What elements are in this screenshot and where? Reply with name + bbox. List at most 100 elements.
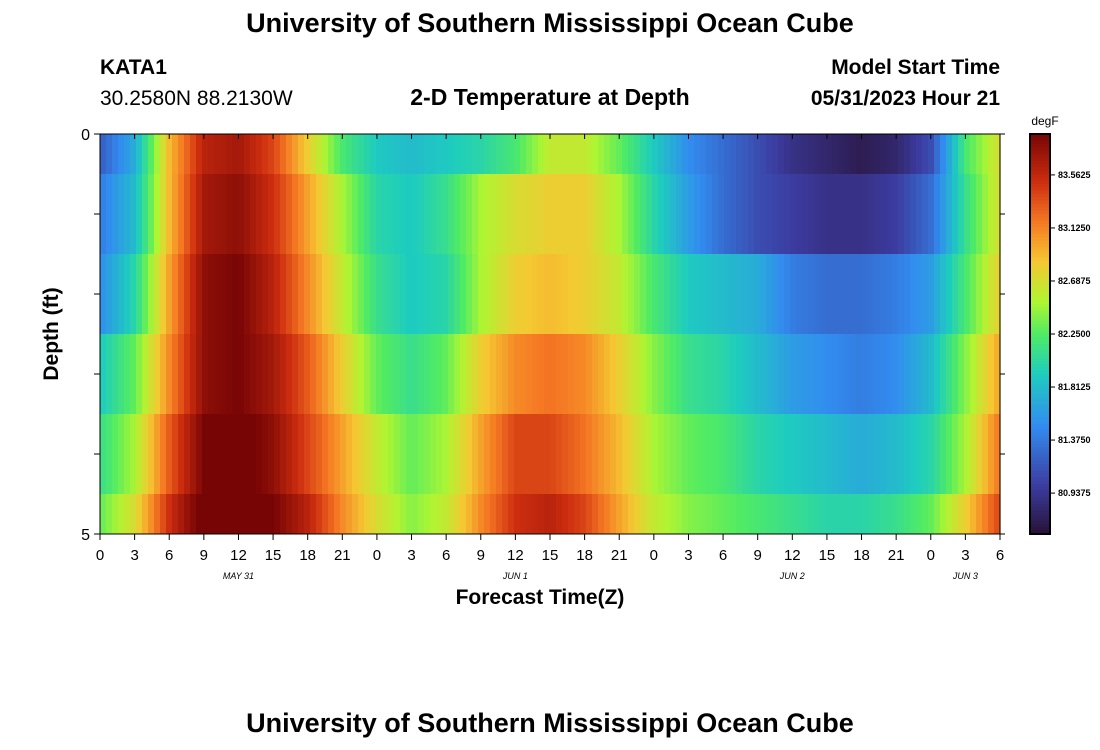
- heatmap-cell: [730, 494, 737, 534]
- colorbar-segment: [1030, 304, 1050, 308]
- heatmap-cell: [646, 494, 653, 534]
- heatmap-cell: [892, 134, 899, 174]
- heatmap-cell: [580, 494, 587, 534]
- colorbar-segment: [1030, 367, 1050, 372]
- heatmap-cell: [640, 134, 647, 174]
- heatmap-cell: [316, 174, 323, 254]
- heatmap-cell: [460, 334, 467, 414]
- heatmap-cell: [412, 174, 419, 254]
- heatmap-cell: [796, 174, 803, 254]
- heatmap-cell: [538, 254, 545, 334]
- heatmap-cell: [166, 334, 173, 414]
- heatmap-cell: [454, 254, 461, 334]
- heatmap-cell: [280, 254, 287, 334]
- heatmap-cell: [184, 174, 191, 254]
- heatmap-cell: [436, 494, 443, 534]
- heatmap-cell: [982, 494, 989, 534]
- colorbar-segment: [1030, 194, 1050, 198]
- heatmap-cell: [946, 414, 953, 494]
- colorbar-segment: [1030, 354, 1050, 358]
- heatmap-cell: [268, 174, 275, 254]
- heatmap-cell: [106, 334, 113, 414]
- heatmap-cell: [844, 174, 851, 254]
- heatmap-cell: [982, 174, 989, 254]
- heatmap-cell: [940, 254, 947, 334]
- heatmap-cell: [118, 174, 125, 254]
- heatmap-cell: [286, 414, 293, 494]
- plot-title: 2-D Temperature at Depth: [410, 84, 690, 110]
- heatmap-cell: [232, 174, 239, 254]
- heatmap-cell: [340, 414, 347, 494]
- heatmap-cell: [334, 174, 341, 254]
- colorbar-segment: [1030, 250, 1050, 255]
- heatmap-cell: [982, 134, 989, 174]
- heatmap-cell: [994, 254, 1001, 334]
- heatmap-cell: [562, 414, 569, 494]
- colorbar-segment: [1030, 347, 1050, 352]
- page-title-repeat: University of Southern Mississippi Ocean…: [246, 708, 854, 738]
- heatmap-cell: [256, 414, 263, 494]
- heatmap-cell: [994, 174, 1001, 254]
- heatmap-cell: [964, 174, 971, 254]
- heatmap-cell: [394, 174, 401, 254]
- colorbar-segment: [1030, 224, 1050, 228]
- heatmap-cell: [190, 414, 197, 494]
- heatmap-cell: [250, 334, 257, 414]
- heatmap-cell: [172, 414, 179, 494]
- heatmap-cell: [154, 494, 161, 534]
- heatmap-cell: [418, 494, 425, 534]
- heatmap-cell: [532, 334, 539, 414]
- heatmap-cell: [736, 494, 743, 534]
- heatmap-cell: [322, 134, 329, 174]
- heatmap-cell: [808, 254, 815, 334]
- heatmap-cell: [166, 414, 173, 494]
- heatmap-cell: [556, 334, 563, 414]
- heatmap-cell: [628, 414, 635, 494]
- heatmap-cell: [238, 414, 245, 494]
- heatmap-cell: [298, 414, 305, 494]
- heatmap-cell: [196, 494, 203, 534]
- heatmap-cell: [748, 254, 755, 334]
- heatmap-cell: [868, 254, 875, 334]
- heatmap-cell: [652, 174, 659, 254]
- x-tick-label: 21: [888, 547, 905, 564]
- heatmap-cell: [202, 174, 209, 254]
- heatmap-cell: [466, 174, 473, 254]
- heatmap-cell: [760, 174, 767, 254]
- x-tick-label: 15: [265, 547, 282, 564]
- heatmap-cell: [280, 414, 287, 494]
- heatmap-cell: [190, 174, 197, 254]
- heatmap-cell: [472, 494, 479, 534]
- colorbar-segment: [1030, 420, 1050, 425]
- heatmap-cell: [244, 334, 251, 414]
- heatmap-cell: [916, 414, 923, 494]
- heatmap-cell: [886, 334, 893, 414]
- heatmap-cell: [538, 334, 545, 414]
- heatmap-cell: [322, 174, 329, 254]
- heatmap-cell: [382, 494, 389, 534]
- colorbar-segment: [1030, 324, 1050, 328]
- heatmap-cell: [178, 494, 185, 534]
- heatmap-cell: [310, 134, 317, 174]
- colorbar-tick-label: 81.3750: [1058, 435, 1091, 445]
- heatmap-cell: [856, 134, 863, 174]
- heatmap-cell: [298, 334, 305, 414]
- heatmap-cell: [808, 134, 815, 174]
- colorbar-segment: [1030, 360, 1050, 365]
- heatmap-cell: [220, 174, 227, 254]
- x-tick-label: 3: [407, 547, 415, 564]
- heatmap-cell: [736, 174, 743, 254]
- heatmap-cell: [196, 254, 203, 334]
- heatmap-cell: [970, 254, 977, 334]
- heatmap-cell: [820, 174, 827, 254]
- colorbar-segment: [1030, 287, 1050, 292]
- heatmap-cell: [388, 334, 395, 414]
- heatmap-cell: [298, 254, 305, 334]
- heatmap-cell: [778, 254, 785, 334]
- x-tick-label: 12: [230, 547, 247, 564]
- colorbar-segment: [1030, 340, 1050, 345]
- heatmap-cell: [280, 334, 287, 414]
- heatmap-cell: [694, 334, 701, 414]
- heatmap-cell: [142, 134, 149, 174]
- heatmap-cell: [490, 254, 497, 334]
